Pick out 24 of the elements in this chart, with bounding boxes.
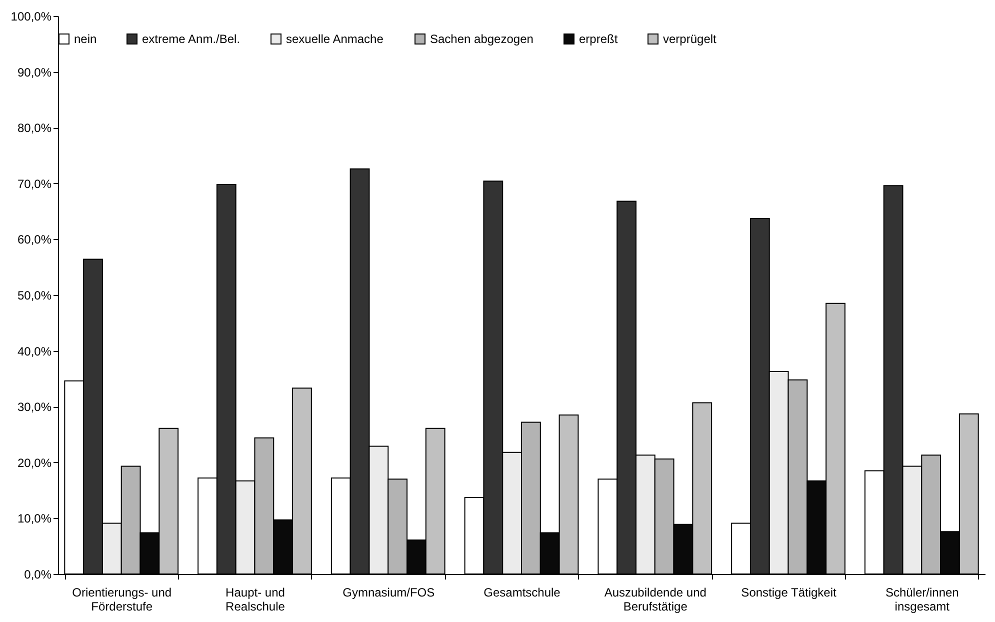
y-tick-label: 40,0% xyxy=(17,344,52,358)
x-tick-label: Gesamtschule xyxy=(484,586,561,600)
x-tick-label: Sonstige Tätigkeit xyxy=(741,586,838,600)
x-tick-label: Gymnasium/FOS xyxy=(342,586,435,600)
legend-label: erpreßt xyxy=(579,32,618,46)
y-tick-label: 80,0% xyxy=(17,121,52,136)
y-tick-label: 60,0% xyxy=(17,232,52,247)
y-tick-label: 50,0% xyxy=(17,288,52,302)
x-tick-label: Auszubildende und Berufstätige xyxy=(604,586,706,614)
y-tick-label: 0,0% xyxy=(24,568,52,582)
y-tick-label: 70,0% xyxy=(17,176,52,191)
legend-label: sexuelle Anmache xyxy=(286,32,384,46)
x-tick-label: Schüler/innen insgesamt xyxy=(885,586,959,614)
legend-label: extreme Anm./Bel. xyxy=(142,32,240,46)
x-tick-label: Haupt- und Realschule xyxy=(226,586,286,614)
x-tick-label: Orientierungs- und Förderstufe xyxy=(72,586,172,614)
y-tick-label: 10,0% xyxy=(17,512,52,526)
y-tick-label: 100,0% xyxy=(10,10,52,24)
y-tick-label: 20,0% xyxy=(17,456,52,470)
legend-label: nein xyxy=(74,32,97,46)
legend-label: Sachen abgezogen xyxy=(430,32,534,46)
y-tick-label: 90,0% xyxy=(17,65,52,80)
y-tick-label: 30,0% xyxy=(17,400,52,414)
legend-label: verprügelt xyxy=(663,32,718,46)
